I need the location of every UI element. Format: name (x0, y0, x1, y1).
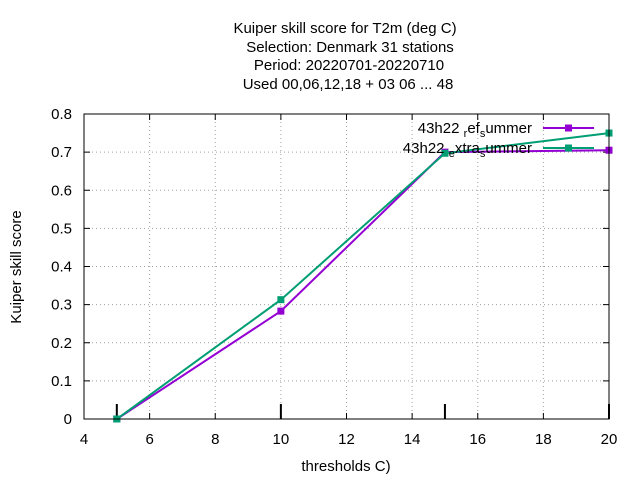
y-tick-label: 0.6 (51, 182, 72, 199)
legend-label-2: 43h22 extrasummer (403, 140, 532, 160)
x-axis-label: thresholds C) (301, 458, 390, 475)
legend-label-1: 43h22 refsummer (418, 120, 532, 140)
x-tick-label: 18 (535, 431, 552, 448)
y-tick-label: 0.1 (51, 373, 72, 390)
series-line-1 (116, 149, 610, 420)
legend-marker-2 (565, 144, 572, 152)
series-lines (113, 129, 613, 423)
x-tick-label: 12 (338, 431, 355, 448)
chart-title: Kuiper skill score for T2m (deg C) Selec… (233, 20, 456, 93)
y-tick-label: 0.5 (51, 220, 72, 237)
x-tick-label: 16 (469, 431, 486, 448)
plot-frame (83, 113, 610, 420)
x-tick-label: 8 (211, 431, 219, 448)
x-tick-label: 10 (273, 431, 290, 448)
y-tick-label: 0.8 (51, 106, 72, 123)
y-tick-label: 0.2 (51, 335, 72, 352)
series-1-point (277, 307, 285, 315)
title-line-1: Kuiper skill score for T2m (deg C) (233, 20, 456, 37)
y-tick-label: 0.7 (51, 144, 72, 161)
threshold-markers (115, 404, 610, 419)
title-line-4: Used 00,06,12,18 + 03 06 ... 48 (243, 76, 454, 93)
legend-marker-1 (565, 124, 572, 132)
grid (84, 114, 609, 419)
title-line-3: Period: 20220701-20220710 (254, 57, 444, 74)
series-2-point (441, 149, 449, 157)
y-tick-label: 0.4 (51, 259, 72, 276)
series-line-2 (116, 132, 610, 420)
x-tick-label: 14 (404, 431, 421, 448)
x-tick-label: 4 (80, 431, 88, 448)
x-tick-label: 20 (601, 431, 618, 448)
series-2-point (277, 296, 285, 304)
axis-ticks: 0 0.1 0.2 0.3 0.4 0.5 0.6 0.7 0.8 4 6 8 10 12 14 16 18 20 (51, 106, 617, 448)
y-axis-label: Kuiper skill score (8, 210, 25, 323)
title-line-2: Selection: Denmark 31 stations (246, 39, 454, 56)
y-tick-label: 0 (64, 411, 72, 428)
x-tick-label: 6 (145, 431, 153, 448)
y-tick-label: 0.3 (51, 297, 72, 314)
